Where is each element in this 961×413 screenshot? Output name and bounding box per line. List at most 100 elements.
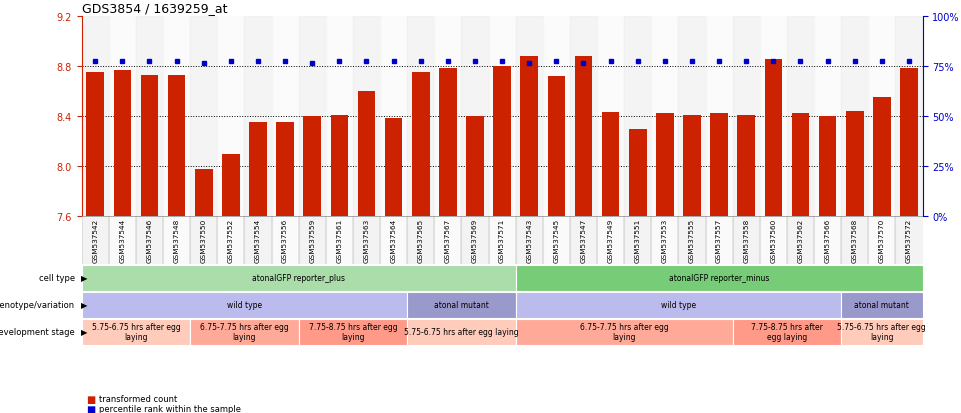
Text: GSM537546: GSM537546 (146, 218, 153, 262)
Text: GSM537558: GSM537558 (743, 218, 750, 262)
Bar (732, 17, 760, 217)
Text: GSM537567: GSM537567 (445, 218, 451, 262)
Bar (543, 17, 570, 217)
Bar (548, 76, 565, 217)
Bar (407, 217, 434, 264)
Text: GSM537564: GSM537564 (390, 218, 397, 262)
Text: GSM537542: GSM537542 (92, 218, 98, 262)
Text: GSM537549: GSM537549 (607, 218, 614, 262)
Bar (819, 116, 836, 217)
Text: GSM537569: GSM537569 (472, 218, 478, 262)
Bar (299, 217, 326, 264)
Text: 5.75-6.75 hrs after egg laying: 5.75-6.75 hrs after egg laying (405, 328, 519, 336)
Bar (602, 113, 620, 217)
Bar (299, 17, 326, 217)
Bar (249, 123, 267, 217)
Bar (384, 119, 403, 217)
Bar (244, 217, 272, 264)
Bar (380, 217, 407, 264)
Bar (732, 217, 760, 264)
Bar (678, 17, 705, 217)
Bar (737, 115, 755, 217)
Bar (217, 17, 244, 217)
Text: cell type: cell type (38, 274, 75, 282)
Bar (710, 114, 727, 217)
Bar (814, 217, 841, 264)
Bar (222, 154, 239, 217)
Bar (869, 17, 896, 217)
Bar (109, 17, 136, 217)
Bar (113, 70, 132, 217)
Text: GSM537560: GSM537560 (771, 218, 776, 262)
Bar (277, 123, 294, 217)
Text: GSM537555: GSM537555 (689, 218, 695, 262)
Bar (488, 17, 516, 217)
Bar (407, 319, 516, 345)
Bar (353, 217, 380, 264)
Text: percentile rank within the sample: percentile rank within the sample (99, 404, 241, 413)
Bar (760, 17, 787, 217)
Bar (625, 217, 652, 264)
Bar (516, 265, 923, 291)
Text: ▶: ▶ (82, 328, 87, 336)
Bar (272, 17, 299, 217)
Bar (461, 217, 488, 264)
Bar (841, 319, 923, 345)
Text: GSM537545: GSM537545 (554, 218, 559, 262)
Text: 6.75-7.75 hrs after egg
laying: 6.75-7.75 hrs after egg laying (200, 322, 289, 342)
Bar (299, 319, 407, 345)
Text: GSM537547: GSM537547 (580, 218, 586, 262)
Bar (765, 60, 782, 217)
Text: genotype/variation: genotype/variation (0, 301, 75, 309)
Bar (628, 129, 647, 217)
Bar (353, 17, 380, 217)
Bar (683, 115, 701, 217)
Bar (841, 217, 869, 264)
Text: GSM537544: GSM537544 (119, 218, 125, 262)
Bar (380, 17, 407, 217)
Bar (168, 75, 185, 217)
Bar (272, 217, 299, 264)
Text: GSM537563: GSM537563 (363, 218, 369, 262)
Bar (521, 57, 538, 217)
Bar (575, 57, 592, 217)
Bar (326, 17, 353, 217)
Text: GSM537554: GSM537554 (255, 218, 261, 262)
Bar (82, 17, 109, 217)
Bar (543, 217, 570, 264)
Text: wild type: wild type (661, 301, 696, 309)
Text: GSM537548: GSM537548 (174, 218, 180, 262)
Text: ■: ■ (86, 394, 96, 404)
Bar (732, 319, 841, 345)
Bar (652, 17, 678, 217)
Bar (461, 17, 488, 217)
Text: 6.75-7.75 hrs after egg
laying: 6.75-7.75 hrs after egg laying (579, 322, 669, 342)
Text: GSM537559: GSM537559 (309, 218, 315, 262)
Bar (678, 217, 705, 264)
Bar (516, 319, 732, 345)
Text: wild type: wild type (227, 301, 262, 309)
Bar (82, 292, 407, 318)
Bar (190, 319, 299, 345)
Bar (466, 116, 483, 217)
Bar (331, 115, 348, 217)
Bar (439, 69, 456, 217)
Bar (434, 217, 461, 264)
Text: GDS3854 / 1639259_at: GDS3854 / 1639259_at (82, 2, 227, 15)
Text: 5.75-6.75 hrs after egg
laying: 5.75-6.75 hrs after egg laying (837, 322, 926, 342)
Bar (625, 17, 652, 217)
Text: GSM537550: GSM537550 (201, 218, 207, 262)
Bar (163, 17, 190, 217)
Bar (516, 17, 543, 217)
Bar (516, 217, 543, 264)
Bar (873, 98, 891, 217)
Bar (412, 73, 430, 217)
Bar (760, 217, 787, 264)
Bar (570, 17, 597, 217)
Bar (705, 17, 732, 217)
Bar (357, 92, 376, 217)
Bar (841, 17, 869, 217)
Bar (244, 17, 272, 217)
Text: GSM537565: GSM537565 (418, 218, 424, 262)
Text: atonal mutant: atonal mutant (854, 301, 909, 309)
